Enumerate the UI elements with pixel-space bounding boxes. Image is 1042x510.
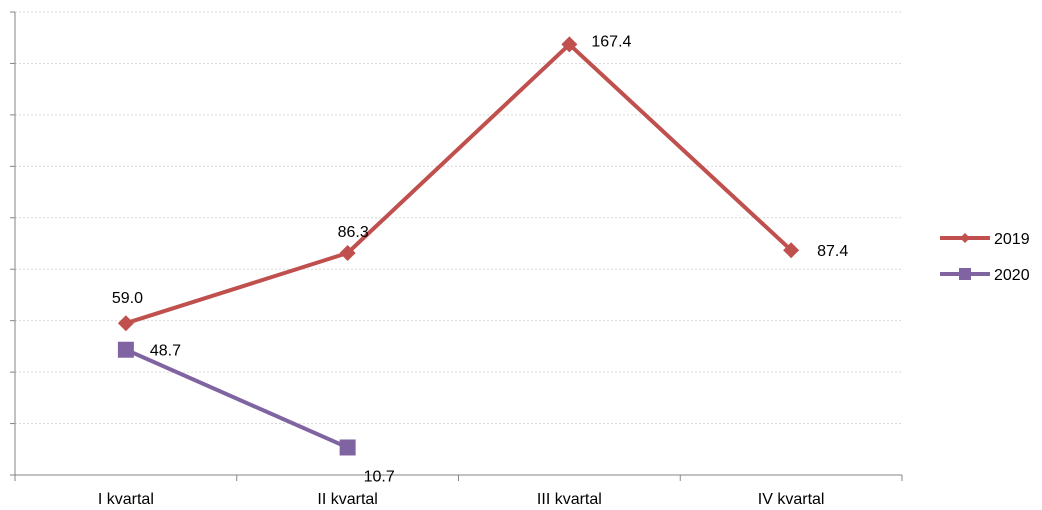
x-tick-label: IV kvartal [758,491,825,508]
data-label: 87.4 [817,243,848,260]
legend-marker [959,268,971,280]
legend: 2019 2020 [940,231,1030,284]
data-label: 48.7 [150,343,181,360]
data-label: 167.4 [591,33,631,50]
legend-label: 2020 [994,267,1030,284]
series-line-2020 [125,347,349,450]
data-point [561,36,578,53]
data-point [117,315,134,332]
legend-label: 2019 [994,231,1030,248]
gridlines [15,11,902,425]
data-point [783,242,800,259]
data-point [117,341,134,358]
axes: I kvartal II kvartal III kvartal IV kvartal [10,11,903,508]
data-label: 59.0 [112,290,143,307]
x-tick-label: I kvartal [98,491,154,508]
x-tick-label: III kvartal [537,491,602,508]
data-point [339,439,356,456]
legend-marker [960,233,970,243]
series-group [117,36,800,456]
data-label: 10.7 [364,468,395,485]
series-line-2019 [125,42,793,326]
data-point [339,245,356,262]
data-labels: 59.0 86.3 167.4 87.4 48.7 10.7 [112,33,848,485]
data-label: 86.3 [338,224,369,241]
x-tick-label: II kvartal [317,491,377,508]
